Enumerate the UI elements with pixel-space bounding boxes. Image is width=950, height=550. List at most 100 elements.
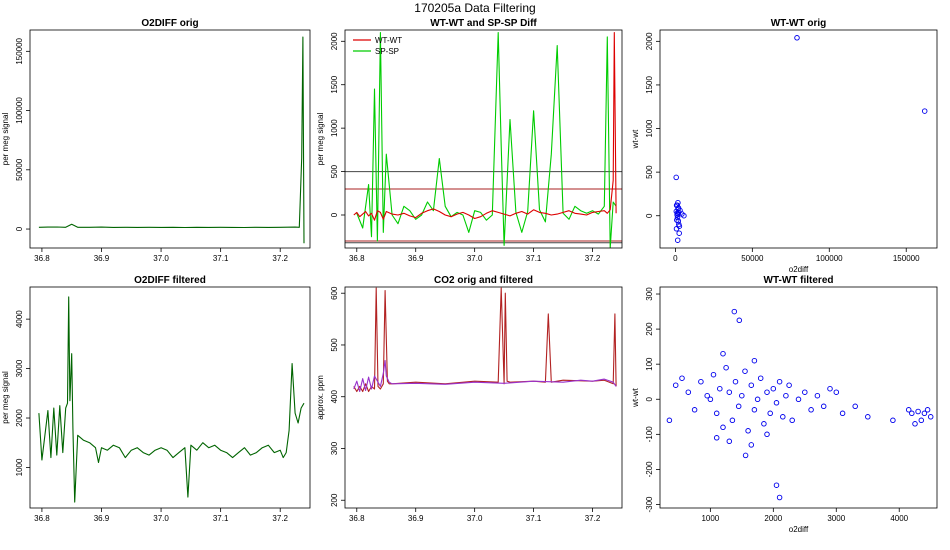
scatter-point [751,407,758,413]
scatter-point [704,392,710,399]
scatter-point [833,389,840,395]
plot-area [345,32,622,248]
y-tick-label: 0 [15,226,24,231]
y-axis-label: approx. ppm [316,375,325,420]
x-tick-label: 37.0 [153,254,169,263]
y-tick-label: -100 [645,426,654,443]
y-tick-label: 500 [330,338,339,352]
subplot-title: O2DIFF filtered [134,275,206,286]
series-line-0 [38,296,305,503]
scatter-point [751,357,758,364]
scatter-point [764,431,770,438]
x-tick-label: 2000 [764,514,782,523]
plot-frame [29,29,311,249]
scatter-point [924,407,931,413]
scatter-point [814,392,821,399]
scatter-point [794,35,800,41]
plot-frame [659,286,938,509]
scatter-point [745,428,751,434]
y-tick-label: 500 [645,165,654,179]
plot-frame [29,286,311,509]
scatter-point [726,389,733,395]
y-tick-label: 2000 [645,32,654,50]
scatter-point [723,364,729,371]
subplot-o2diff-filtered: O2DIFF filtered 36.8 36.9 37.0 37.1 37.2 1000 2… [1,275,311,523]
x-tick-label: 37.1 [213,254,229,263]
y-tick-label: 200 [645,322,654,336]
y-tick-label: 200 [330,493,339,507]
scatter-point [773,482,780,488]
plot-area [38,36,305,244]
scatter-point [739,392,745,399]
subplot-title: WT-WT orig [771,18,827,29]
y-axis-label: per meg signal [1,371,10,424]
x-tick-label: 36.9 [94,514,110,523]
scatter-point [720,424,726,431]
scatter-point [905,407,912,413]
y-tick-label: 2000 [330,32,339,50]
subplot-title: WT-WT filtered [764,275,834,286]
y-tick-label: 1000 [330,119,339,137]
x-tick-label: 100000 [816,254,843,263]
scatter-point [783,392,789,399]
scatter-point [773,400,780,406]
legend-label: WT-WT [375,36,402,45]
subplot-wt-sp-diff: WT-WT and SP-SP Diff 36.8 36.9 37.0 37.1 37.2… [316,18,623,263]
x-tick-label: 4000 [890,514,908,523]
plot-frame [659,29,938,249]
y-tick-label: 0 [645,396,654,401]
scatter-point [736,317,743,324]
x-axis-label: o2diff [789,525,809,534]
x-tick-label: 37.1 [526,514,542,523]
scatter-point [698,378,704,385]
y-tick-label: 150000 [15,37,24,64]
plot-area [353,287,617,393]
y-tick-label: 500 [330,164,339,178]
scatter-point [713,435,720,441]
x-tick-label: 37.1 [526,254,542,263]
scatter-point [865,414,871,420]
x-tick-label: 37.2 [585,254,601,263]
series-line-0 [353,287,617,393]
y-tick-label: 1500 [645,75,654,93]
scatter-point [780,414,786,420]
scatter-point [890,417,896,424]
scatter-point [754,396,761,403]
x-tick-label: 150000 [893,254,920,263]
scatter-point [776,378,783,385]
scatter-point [675,199,681,206]
scatter-point [786,382,792,388]
scatter-point [748,442,755,448]
scatter-point [909,410,915,417]
scatter-point [672,382,679,388]
scatter-point [808,407,814,413]
y-tick-label: 1500 [330,75,339,93]
scatter-point [802,389,808,395]
plot-area [38,296,305,503]
x-tick-label: 37.0 [467,514,483,523]
x-tick-label: 36.9 [408,514,424,523]
scatter-point [820,403,827,410]
x-tick-label: 37.2 [272,514,288,523]
y-tick-label: -200 [645,461,654,478]
scatter-point [795,396,802,403]
scatter-point [735,403,742,410]
y-tick-label: 0 [330,212,339,217]
scatter-point [827,385,833,392]
scatter-point [921,108,928,114]
plot-area [666,308,934,501]
y-tick-label: 1000 [15,458,24,476]
scatter-point [676,230,682,236]
x-tick-label: 36.8 [34,514,50,523]
y-tick-label: 0 [645,213,654,218]
scatter-point [789,417,795,424]
x-tick-label: 37.2 [272,254,288,263]
scatter-point [673,174,679,181]
scatter-point [710,371,717,378]
y-tick-label: -300 [645,496,654,513]
scatter-point [726,438,733,445]
plot-frame [344,29,623,249]
y-axis-label: per meg signal [316,113,325,166]
